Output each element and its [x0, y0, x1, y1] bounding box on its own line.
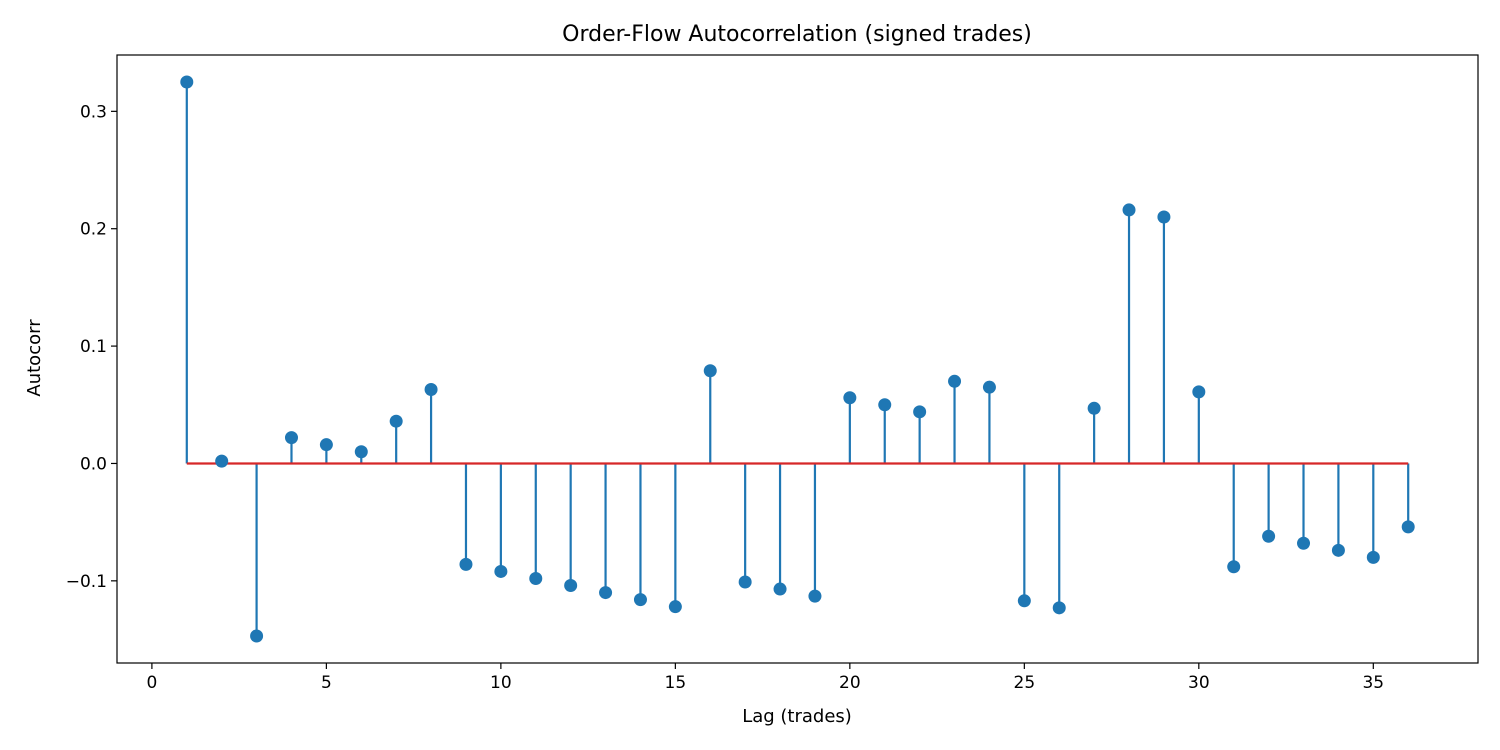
stem-marker — [773, 582, 787, 596]
x-tick-label: 0 — [146, 673, 157, 693]
stem-marker — [1227, 560, 1241, 574]
plot-frame — [116, 54, 1479, 664]
stem-marker — [1017, 594, 1031, 608]
y-axis: −0.1 0.0 0.1 0.2 0.3 — [66, 102, 117, 592]
stem-marker — [982, 380, 996, 394]
y-tick-label: 0.3 — [80, 102, 107, 122]
stem-marker — [564, 579, 578, 593]
stem-marker — [599, 586, 613, 600]
stem-marker — [1366, 550, 1380, 564]
stem-marker — [633, 593, 647, 607]
stem-marker — [1262, 529, 1276, 543]
stem-marker — [878, 398, 892, 412]
stem-marker — [738, 575, 752, 589]
stem-marker — [1192, 385, 1206, 399]
stem-marker — [1157, 210, 1171, 224]
stem-marker — [389, 414, 403, 428]
stem-marker — [843, 391, 857, 405]
y-axis-label: Autocorr — [24, 319, 45, 397]
stem-marker — [1401, 520, 1415, 534]
stem-marker — [913, 405, 927, 419]
y-tick-label: −0.1 — [66, 572, 107, 592]
stems — [185, 81, 1410, 637]
y-tick-label: 0.1 — [80, 337, 107, 357]
x-axis-label: Lag (trades) — [742, 706, 852, 727]
stem-marker — [1052, 601, 1066, 615]
markers — [180, 75, 1415, 643]
x-tick-label: 30 — [1188, 673, 1210, 693]
stem-marker — [284, 431, 298, 445]
stem-marker — [1122, 203, 1136, 217]
x-tick-label: 5 — [321, 673, 332, 693]
stem-marker — [948, 374, 962, 388]
stem-marker — [250, 629, 264, 643]
stem-marker — [1297, 536, 1311, 550]
y-tick-label: 0.2 — [80, 220, 107, 240]
stem-marker — [1331, 543, 1345, 557]
x-tick-label: 35 — [1362, 673, 1384, 693]
y-tick-label: 0.0 — [80, 454, 107, 474]
stem-marker — [215, 454, 229, 468]
chart-title: Order-Flow Autocorrelation (signed trade… — [562, 22, 1032, 47]
stem-marker — [180, 75, 194, 89]
stem-marker — [703, 364, 717, 378]
x-tick-label: 15 — [665, 673, 687, 693]
x-tick-label: 10 — [490, 673, 512, 693]
stem-marker — [808, 589, 822, 603]
stem-marker — [1087, 401, 1101, 415]
stem-marker — [424, 383, 438, 397]
x-axis: 0 5 10 15 20 25 30 35 — [146, 663, 1384, 693]
stem-marker — [354, 445, 368, 459]
stem-marker — [668, 600, 682, 614]
x-tick-label: 25 — [1014, 673, 1036, 693]
stem-marker — [319, 438, 333, 452]
stem-marker — [529, 571, 543, 585]
stem-marker — [459, 557, 473, 571]
x-tick-label: 20 — [839, 673, 861, 693]
stem-marker — [494, 564, 508, 578]
